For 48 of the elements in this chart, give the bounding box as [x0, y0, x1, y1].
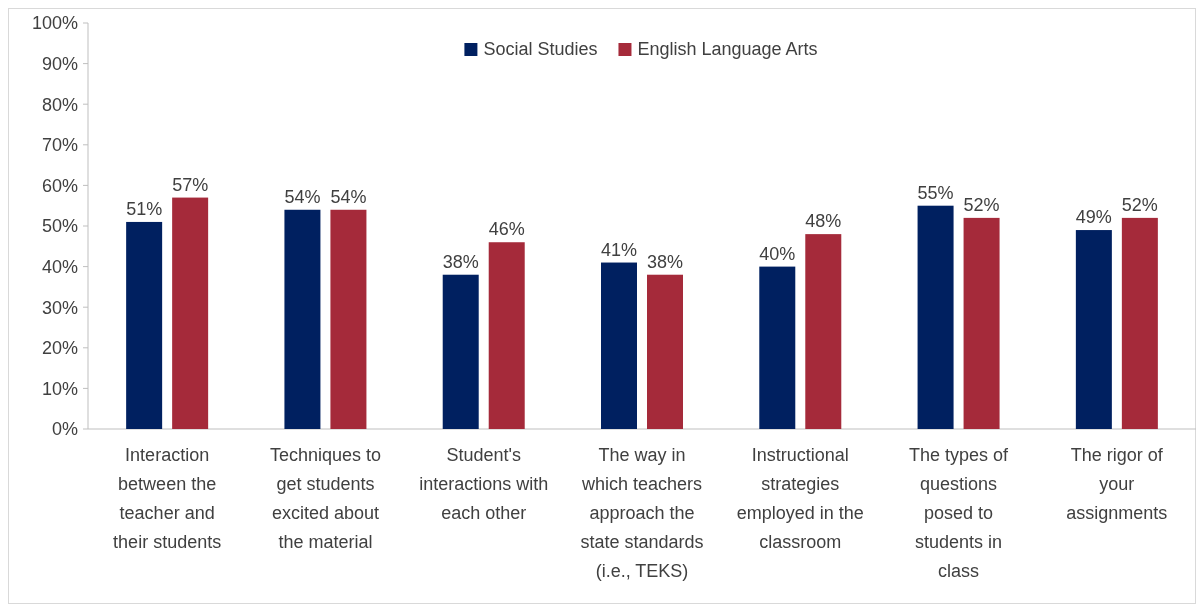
x-tick-label: The way in which teachers approach the state standards (i.e., TEKS)	[580, 445, 704, 581]
data-label: 48%	[805, 211, 842, 232]
data-label: 41%	[600, 239, 638, 260]
y-tick-label: 30%	[41, 297, 78, 318]
bar	[330, 209, 367, 429]
legend-label: English Language Arts	[637, 39, 818, 59]
x-tick-label: The rigor of your assignments	[1066, 445, 1168, 523]
data-label: 38%	[442, 251, 479, 272]
bar	[647, 274, 683, 429]
x-tick-label: Techniques to get students excited about the material	[269, 445, 381, 552]
x-tick-label: The types of questions posed to students in class	[909, 445, 1010, 581]
y-tick-label: 10%	[41, 378, 78, 399]
y-tick-label: 100%	[31, 13, 78, 34]
y-tick-label: 0%	[51, 419, 78, 440]
y-tick-label: 70%	[41, 135, 78, 156]
bar	[963, 217, 1000, 429]
bar	[1075, 230, 1112, 429]
data-label: 54%	[284, 186, 321, 207]
data-label: 38%	[646, 251, 684, 272]
y-tick-label: 80%	[41, 94, 78, 115]
bar	[172, 197, 209, 429]
data-label: 57%	[172, 174, 209, 195]
bar	[917, 205, 954, 429]
data-label: 51%	[126, 198, 163, 219]
x-tick-label: Student's interactions with each other	[419, 445, 549, 523]
y-tick-label: 20%	[41, 338, 78, 359]
y-tick-label: 40%	[41, 256, 78, 277]
bar	[759, 266, 796, 429]
bar	[1121, 217, 1158, 429]
data-label: 40%	[759, 243, 796, 264]
data-label: 54%	[330, 186, 367, 207]
bar	[442, 274, 479, 429]
y-tick-label: 50%	[41, 216, 78, 237]
data-label: 52%	[963, 194, 1000, 215]
legend-label: Social Studies	[483, 39, 598, 59]
bar	[601, 262, 637, 429]
y-tick-label: 90%	[41, 53, 78, 74]
bar	[805, 234, 842, 429]
data-label: 46%	[488, 219, 525, 240]
y-tick-label: 60%	[41, 175, 78, 196]
data-label: 55%	[917, 182, 954, 203]
x-tick-label: Interaction between the teacher and their students	[113, 445, 222, 552]
data-label: 52%	[1121, 194, 1158, 215]
x-tick-label: Instructional strategies employed in the classroom	[736, 445, 864, 552]
bar	[126, 221, 163, 429]
bar	[284, 209, 321, 429]
data-label: 49%	[1075, 207, 1112, 228]
bar	[488, 242, 525, 429]
